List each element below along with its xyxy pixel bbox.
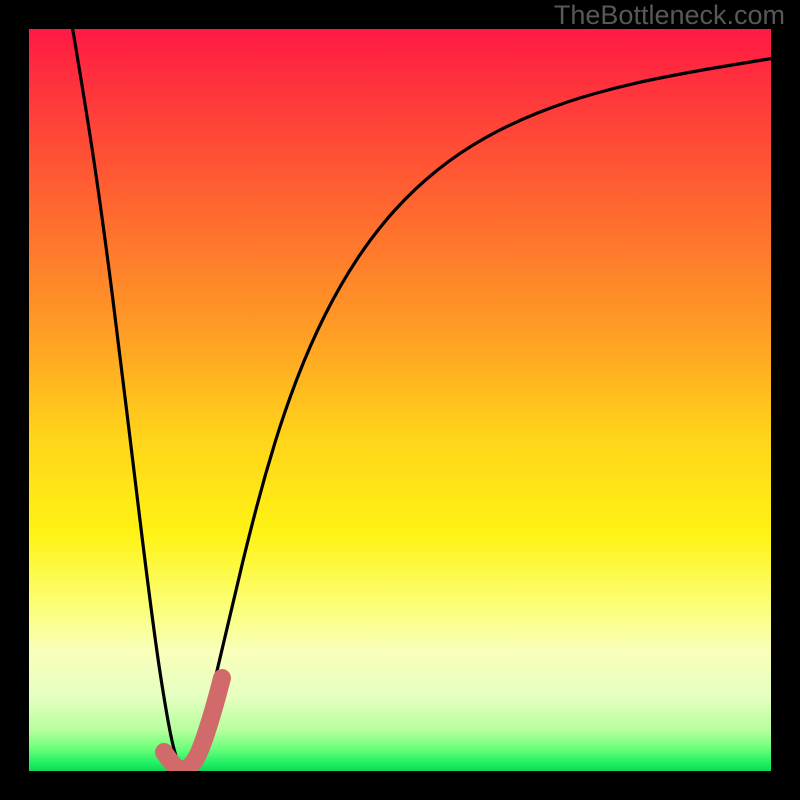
bottleneck-curve-chart (0, 0, 800, 800)
watermark-text: TheBottleneck.com (554, 0, 785, 31)
gradient-background (29, 29, 771, 771)
